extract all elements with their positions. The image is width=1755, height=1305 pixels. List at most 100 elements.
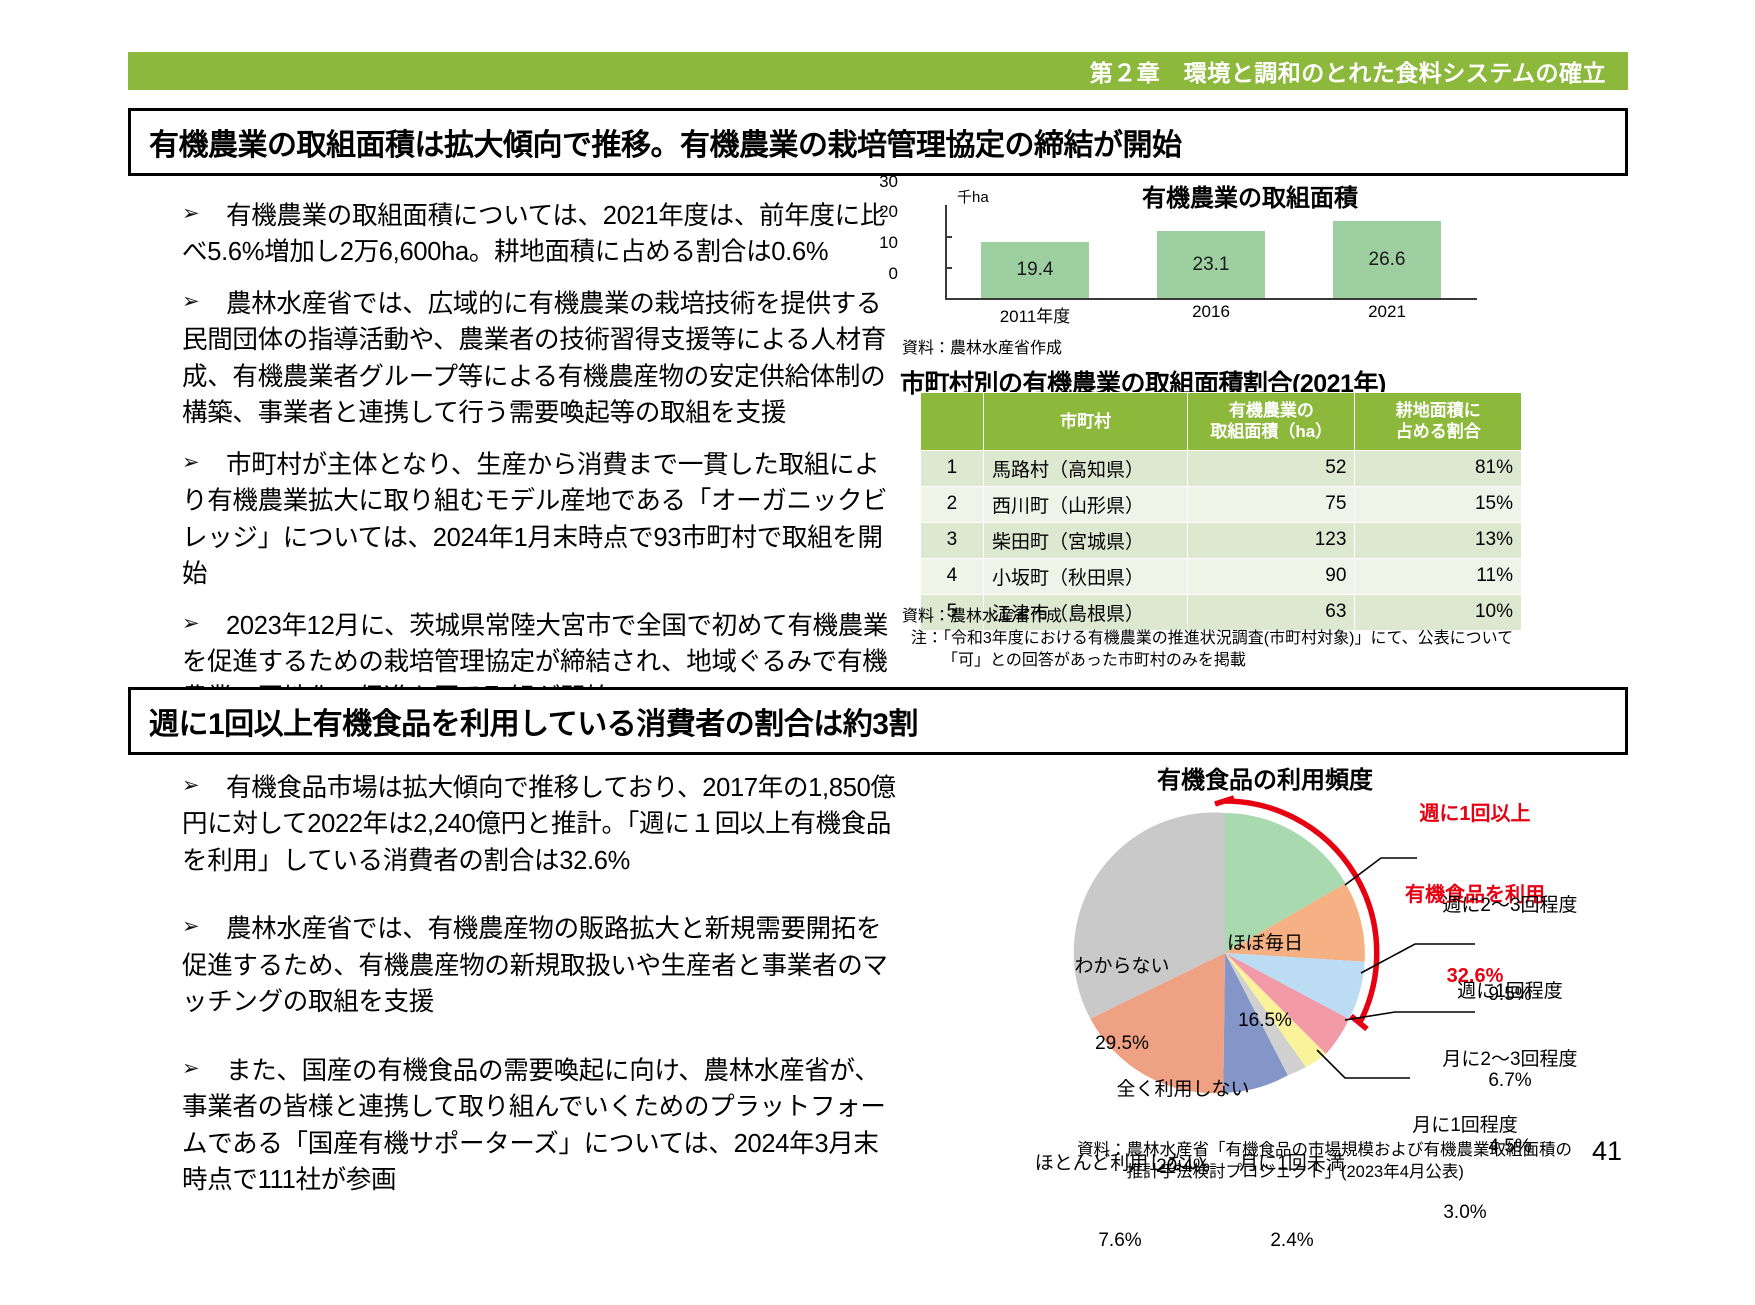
bullet-marker-icon: ➢ xyxy=(182,611,200,635)
cell-rank: 3 xyxy=(920,521,984,559)
bar-chart-title: 有機農業の取組面積 xyxy=(1142,185,1358,212)
table-row: 2 西川町（山形県） 75 15% xyxy=(920,485,1522,523)
pie-annotation-line1: 週に1回以上 xyxy=(1419,803,1531,825)
y-tick-10: 10 xyxy=(879,233,898,252)
pie-label-less-than-month1: 月に1回未満 2.4% xyxy=(1217,1100,1367,1305)
pie-slice-month2-3 xyxy=(1225,953,1349,1055)
pie-label-month2-3-value: 4.5% xyxy=(1488,1136,1532,1158)
bullet-marker-icon: ➢ xyxy=(182,915,200,939)
pie-chart-svg xyxy=(1073,795,1475,1094)
bullet-marker-icon: ➢ xyxy=(182,1056,200,1080)
cell-share: 10% xyxy=(1354,593,1522,631)
pie-label-week2-3-value: 9.5% xyxy=(1488,984,1532,1006)
list-item: ➢ 有機農業の取組面積については、2021年度は、前年度に比べ5.6%増加し2万… xyxy=(182,198,898,271)
column-header-rank xyxy=(920,392,984,451)
x-label-2016: 2016 xyxy=(1192,302,1230,321)
y-tick-0: 0 xyxy=(888,264,898,283)
pie-slice-week2-3 xyxy=(1225,883,1365,962)
organic-food-usage-pie-chart: 有機食品の利用頻度 xyxy=(1035,760,1635,1251)
cell-municipality: 江津市（島根県） xyxy=(982,593,1189,631)
pie-label-week2-3-name: 週に2〜3回程度 xyxy=(1442,895,1578,917)
y-tick-20: 20 xyxy=(879,202,898,221)
list-item-text: 有機食品市場は拡大傾向で推移しており、2017年の1,850億円に対して2022… xyxy=(182,774,896,875)
list-item-text: 農林水産省では、有機農産物の販路拡大と新規需要開拓を促進するため、有機農産物の新… xyxy=(182,915,888,1017)
list-item-text: 有機農業の取組面積については、2021年度は、前年度に比べ5.6%増加し2万6,… xyxy=(182,202,886,267)
organic-area-bar-chart: 有機農業の取組面積 千ha 30 20 10 0 19.4 23.1 26.6 … xyxy=(879,172,1490,340)
y-axis-tick-mark xyxy=(945,236,952,238)
pie-label-month1: 月に1回程度 3.0% xyxy=(1370,1062,1560,1277)
cell-municipality: 柴田町（宮城県） xyxy=(982,521,1189,559)
column-header-organic-area-line1: 有機農業の xyxy=(1228,401,1314,420)
y-tick-30: 30 xyxy=(879,172,898,191)
bar-2021: 26.6 xyxy=(1333,221,1441,298)
pie-label-week2-3: 週に2〜3回程度 9.5% xyxy=(1415,842,1605,1059)
section-1-heading-text: 有機農業の取組面積は拡大傾向で推移。有機農業の栽培管理協定の締結が開始 xyxy=(149,129,1182,162)
list-item: ➢ 市町村が主体となり、生産から消費まで一貫した取組により有機農業拡大に取り組む… xyxy=(182,447,898,593)
table-row: 3 柴田町（宮城県） 123 13% xyxy=(920,521,1522,559)
pie-label-hardly-use: ほとんど利用しない 7.6% xyxy=(1015,1100,1225,1305)
list-item-text: 市町村が主体となり、生産から消費まで一貫した取組により有機農業拡大に取り組むモデ… xyxy=(182,450,888,589)
bullet-marker-icon: ➢ xyxy=(182,202,200,225)
pie-label-week1-value: 6.7% xyxy=(1488,1070,1532,1092)
cell-organic-area: 75 xyxy=(1187,485,1356,523)
cell-organic-area: 63 xyxy=(1187,593,1356,631)
bullet-marker-icon: ➢ xyxy=(182,289,200,313)
cell-municipality: 馬路村（高知県） xyxy=(982,449,1189,487)
column-header-share-line2: 占める割合 xyxy=(1395,422,1481,442)
pie-label-hobo-mainichi-name: ほぼ毎日 xyxy=(1226,933,1303,955)
pie-label-month2-3: 月に2〜3回程度 4.5% xyxy=(1415,996,1605,1211)
pie-label-less-than-month1-value: 2.4% xyxy=(1270,1230,1314,1252)
pie-label-week1: 週に1回程度 6.7% xyxy=(1415,928,1605,1145)
pie-label-hobo-mainichi-value: 16.5% xyxy=(1238,1010,1292,1032)
section-1-heading-box: 有機農業の取組面積は拡大傾向で推移。有機農業の栽培管理協定の締結が開始 xyxy=(128,108,1628,176)
cell-organic-area: 90 xyxy=(1187,557,1356,595)
table-row: 1 馬路村（高知県） 52 81% xyxy=(920,449,1522,487)
x-label-2011: 2011年度 xyxy=(999,307,1071,326)
column-header-organic-area: 有機農業の 取組面積（ha） xyxy=(1187,392,1356,451)
pie-chart-title: 有機食品の利用頻度 xyxy=(1157,767,1373,794)
column-header-organic-area-line2: 取組面積（ha） xyxy=(1210,422,1333,442)
bar-chart-x-axis-labels: 2011年度 2016 2021 xyxy=(947,302,1475,327)
list-item: ➢ 農林水産省では、広域的に有機農業の栽培技術を提供する民間団体の指導活動や、農… xyxy=(182,286,898,432)
pie-label-never-use: 全く利用しない 20.4% xyxy=(1088,1026,1278,1231)
pie-label-dont-know-value: 29.5% xyxy=(1095,1033,1149,1055)
pie-label-hobo-mainichi: ほぼ毎日 16.5% xyxy=(1200,880,1330,1085)
list-item: ➢ また、国産の有機食品の需要喚起に向け、農林水産省が、事業者の皆様と連携して取… xyxy=(182,1053,898,1199)
pie-label-dont-know-name: わからない xyxy=(1074,956,1170,978)
section-2-heading-text: 週に1回以上有機食品を利用している消費者の割合は約3割 xyxy=(149,708,918,741)
list-item: ➢ 有機食品市場は拡大傾向で推移しており、2017年の1,850億円に対して20… xyxy=(182,770,898,879)
cell-share: 81% xyxy=(1354,449,1522,487)
pie-annotation-line3: 32.6% xyxy=(1446,965,1504,987)
bar-2016: 23.1 xyxy=(1157,231,1265,298)
pie-slice-month1 xyxy=(1225,953,1326,1068)
bullet-marker-icon: ➢ xyxy=(182,774,200,797)
bar-value-label: 19.4 xyxy=(1016,259,1054,281)
pie-slices xyxy=(1073,812,1365,1094)
column-header-share-line1: 耕地面積に xyxy=(1395,401,1481,420)
section-2-heading-box: 週に1回以上有機食品を利用している消費者の割合は約3割 xyxy=(128,687,1628,755)
chapter-header-band: 第２章 環境と調和のとれた食料システムの確立 xyxy=(128,52,1628,90)
list-item-text: また、国産の有機食品の需要喚起に向け、農林水産省が、事業者の皆様と連携して取り組… xyxy=(182,1056,886,1195)
page-number: 41 xyxy=(1592,1136,1623,1166)
pie-label-never-use-name: 全く利用しない xyxy=(1116,1079,1250,1101)
pie-label-less-than-month1-name: 月に1回未満 xyxy=(1239,1153,1345,1175)
pie-label-month1-value: 3.0% xyxy=(1443,1202,1487,1224)
pie-slice-less-than-month1 xyxy=(1225,953,1306,1076)
pie-label-dont-know: わからない 29.5% xyxy=(1047,903,1197,1108)
cell-municipality: 小坂町（秋田県） xyxy=(982,557,1189,595)
highlight-arc-cap-start xyxy=(1214,795,1235,807)
leader-line-week2-3 xyxy=(1344,857,1417,886)
pie-label-hardly-use-value: 7.6% xyxy=(1098,1230,1142,1252)
cell-organic-area: 52 xyxy=(1187,449,1356,487)
pie-label-week1-name: 週に1回程度 xyxy=(1457,981,1563,1003)
bar-chart-unit-label: 千ha xyxy=(957,189,989,206)
leader-line-month2-3 xyxy=(1344,1011,1475,1021)
leader-line-month1 xyxy=(1316,1049,1410,1079)
cell-municipality: 西川町（山形県） xyxy=(982,485,1189,523)
pie-slice-week1 xyxy=(1225,953,1365,1019)
bar-slot: 19.4 xyxy=(981,205,1089,298)
bar-2011: 19.4 xyxy=(981,242,1089,298)
pie-label-hardly-use-name: ほとんど利用しない xyxy=(1034,1153,1206,1175)
cell-rank: 1 xyxy=(920,449,984,487)
table-header-row: 市町村 有機農業の 取組面積（ha） 耕地面積に 占める割合 xyxy=(920,392,1522,451)
